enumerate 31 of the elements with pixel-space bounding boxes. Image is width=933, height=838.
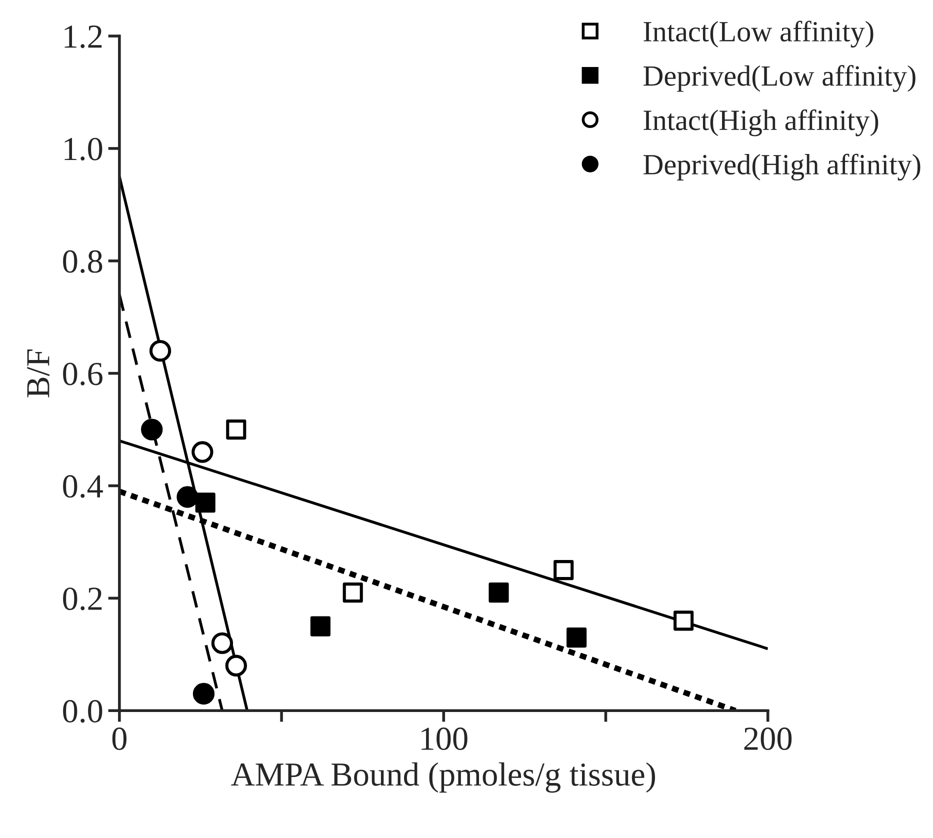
point [554, 560, 574, 580]
y-tick-label: 1.0 [64, 138, 102, 161]
x-tick-label: 200 [744, 728, 792, 750]
point [226, 420, 246, 440]
y-tick-label: 0.0 [63, 700, 102, 723]
x-axis-title: AMPA Bound (pmoles/g tissue) [231, 762, 656, 793]
point [342, 582, 363, 603]
point [176, 486, 198, 508]
legend-label: Deprived(Low affinity) [643, 65, 916, 92]
legend-label: Intact(High affinity) [644, 109, 878, 136]
point [566, 628, 587, 648]
point [192, 441, 214, 463]
y-tick-label: 0.2 [63, 588, 102, 610]
point [310, 616, 330, 636]
point [211, 632, 234, 654]
point [674, 610, 694, 631]
point [192, 682, 215, 705]
point [149, 340, 172, 362]
x-tick-label: 100 [422, 728, 468, 750]
point [225, 654, 247, 676]
y-axis-title: B/F [27, 350, 50, 398]
legend-label: Deprived(High affinity) [643, 154, 920, 181]
y-tick-label: 0.4 [63, 475, 103, 498]
y-tick-label: 0.8 [63, 250, 102, 273]
y-tick-label: 1.2 [64, 26, 102, 48]
point [488, 582, 509, 603]
y-tick-label: 0.6 [63, 362, 102, 386]
point [141, 418, 163, 440]
x-tick-label: 0 [112, 728, 126, 750]
point [195, 492, 216, 513]
legend-label: Intact(Low affinity) [644, 20, 874, 48]
